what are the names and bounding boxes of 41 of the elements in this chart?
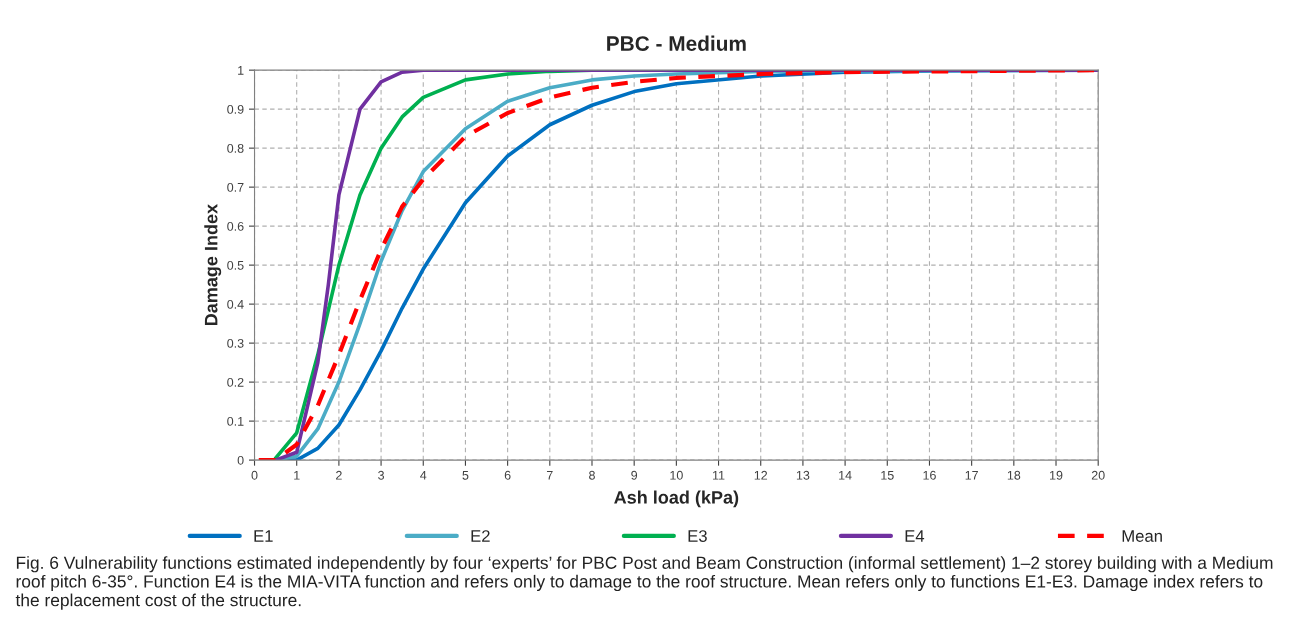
- x-tick-label: 2: [336, 470, 342, 480]
- x-tick-label: 12: [754, 470, 768, 480]
- y-tick-label: 0.9: [227, 104, 244, 114]
- y-tick-label: 0: [237, 455, 244, 465]
- caption: Fig. 6 Vulnerability functions estimated independently by four ‘experts’ for PBC Post and Beam Construction (informal settlement) 1–2 storey building with a Medium roof pitch 6-35°. Function E4 is the MIA-VITA function and refers only to damage to the roof structure. Mean refers only to functions E1-E3. Damage index refers to the replacement cost of the structure.: [15, 556, 1273, 610]
- chart-title: PBC - Medium: [607, 35, 746, 51]
- x-tick-label: 5: [462, 470, 469, 480]
- x-tick-label: 18: [1007, 470, 1021, 480]
- legend-label: Mean: [1122, 530, 1162, 542]
- y-tick-label: 0.4: [227, 299, 244, 309]
- x-tick-label: 15: [881, 470, 894, 480]
- legend-label: E4: [905, 530, 925, 542]
- y-tick-label: 0.7: [227, 182, 244, 192]
- x-tick-label: 14: [839, 470, 852, 480]
- x-tick-label: 0: [251, 470, 258, 480]
- legend-label: E1: [254, 530, 273, 542]
- y-tick-label: 0.3: [227, 338, 244, 348]
- x-tick-label: 20: [1091, 470, 1105, 480]
- y-tick-label: 0.8: [227, 143, 244, 153]
- legend-label: E2: [471, 530, 490, 542]
- x-tick-label: 4: [420, 470, 427, 480]
- x-tick-label: 13: [796, 470, 810, 480]
- x-tick-label: 6: [504, 470, 511, 480]
- x-tick-label: 10: [670, 470, 683, 480]
- x-tick-label: 11: [713, 470, 725, 480]
- x-tick-label: 8: [589, 470, 595, 480]
- x-axis-title: Ash load (kPa): [614, 490, 739, 508]
- x-tick-label: 1: [294, 470, 300, 480]
- y-tick-label: 0.2: [227, 377, 244, 387]
- y-axis-title: Damage Index: [204, 204, 222, 326]
- x-tick-label: 16: [923, 470, 936, 480]
- x-tick-label: 3: [378, 470, 384, 480]
- x-tick-label: 19: [1050, 470, 1063, 480]
- y-tick-label: 0.6: [227, 221, 244, 231]
- y-tick-label: 1: [238, 66, 244, 75]
- x-tick-label: 7: [546, 470, 553, 480]
- y-tick-label: 0.1: [227, 416, 244, 426]
- x-tick-label: 17: [965, 470, 978, 480]
- x-tick-label: 9: [631, 470, 638, 480]
- legend-label: E3: [688, 530, 707, 542]
- y-tick-label: 0.5: [227, 260, 244, 270]
